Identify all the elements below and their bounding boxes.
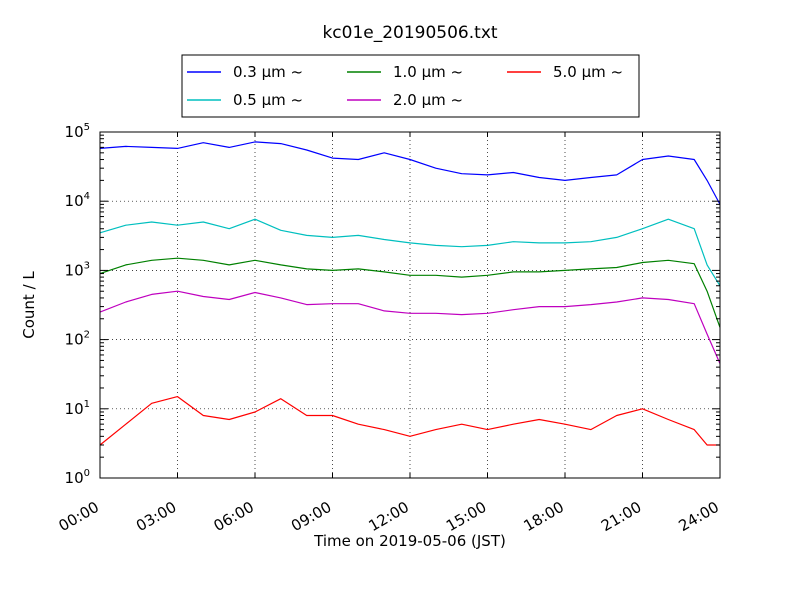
- x-tick-label: 21:00: [598, 498, 644, 535]
- x-tick-label: 12:00: [366, 498, 412, 535]
- x-tick-label: 03:00: [133, 498, 179, 535]
- legend-entry: 0.5 µm ~: [187, 91, 303, 109]
- x-axis: 00:00 03:00 06:00 09:00 12:00 15:00 18:00 21:00…: [56, 132, 722, 535]
- chart-title: kc01e_20190506.txt: [322, 23, 497, 43]
- y-tick-label: 100: [65, 468, 90, 487]
- series-line-4: [99, 396, 720, 446]
- series-line-0: [99, 141, 721, 205]
- legend-label: 0.5 µm ~: [233, 91, 303, 109]
- series-line-2: [99, 257, 721, 328]
- y-tick-label: 103: [65, 260, 90, 279]
- x-axis-label: Time on 2019-05-06 (JST): [313, 532, 506, 550]
- legend-label: 0.3 µm ~: [233, 63, 303, 81]
- legend-label: 2.0 µm ~: [393, 91, 463, 109]
- legend-entry: 2.0 µm ~: [347, 91, 463, 109]
- x-tick-label: 00:00: [56, 498, 102, 535]
- y-axis: 100 101 102 103 104 105: [65, 122, 720, 487]
- y-tick-label: 102: [65, 330, 90, 349]
- legend-entry: 5.0 µm ~: [507, 63, 623, 81]
- x-tick-label: 15:00: [443, 498, 489, 535]
- legend-label: 5.0 µm ~: [553, 63, 623, 81]
- y-axis-label: Count / L: [20, 271, 38, 339]
- y-tick-label: 101: [65, 399, 90, 418]
- legend-box: [181, 54, 640, 118]
- x-tick-label: 09:00: [288, 498, 334, 535]
- series-line-1: [99, 218, 721, 287]
- y-tick-label: 105: [65, 122, 90, 141]
- y-tick-label: 104: [65, 191, 90, 210]
- legend-entry: 1.0 µm ~: [347, 63, 463, 81]
- x-tick-label: 06:00: [211, 498, 257, 535]
- legend-label: 1.0 µm ~: [393, 63, 463, 81]
- series-line-3: [99, 290, 721, 364]
- series-layer: [99, 141, 721, 446]
- x-tick-label: 18:00: [521, 498, 567, 535]
- x-tick-label: 24:00: [676, 498, 722, 535]
- grid: [100, 132, 720, 478]
- legend-entry: 0.3 µm ~: [187, 63, 303, 81]
- legend: 0.3 µm ~ 0.5 µm ~ 1.0 µm ~ 2.0 µm ~ 5.0 µm ~: [181, 54, 640, 118]
